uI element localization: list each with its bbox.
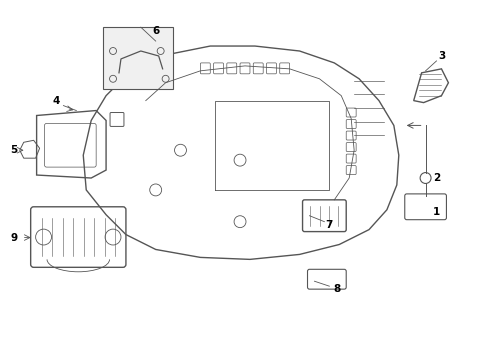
Text: 1: 1 — [433, 207, 440, 217]
Text: 8: 8 — [334, 284, 341, 294]
Text: 2: 2 — [433, 173, 440, 183]
Text: 4: 4 — [53, 96, 60, 105]
Text: 9: 9 — [10, 233, 17, 243]
Text: 5: 5 — [10, 145, 18, 155]
Text: 6: 6 — [152, 26, 159, 36]
Text: 3: 3 — [438, 51, 445, 61]
Text: 7: 7 — [326, 220, 333, 230]
Bar — [103, 27, 172, 89]
